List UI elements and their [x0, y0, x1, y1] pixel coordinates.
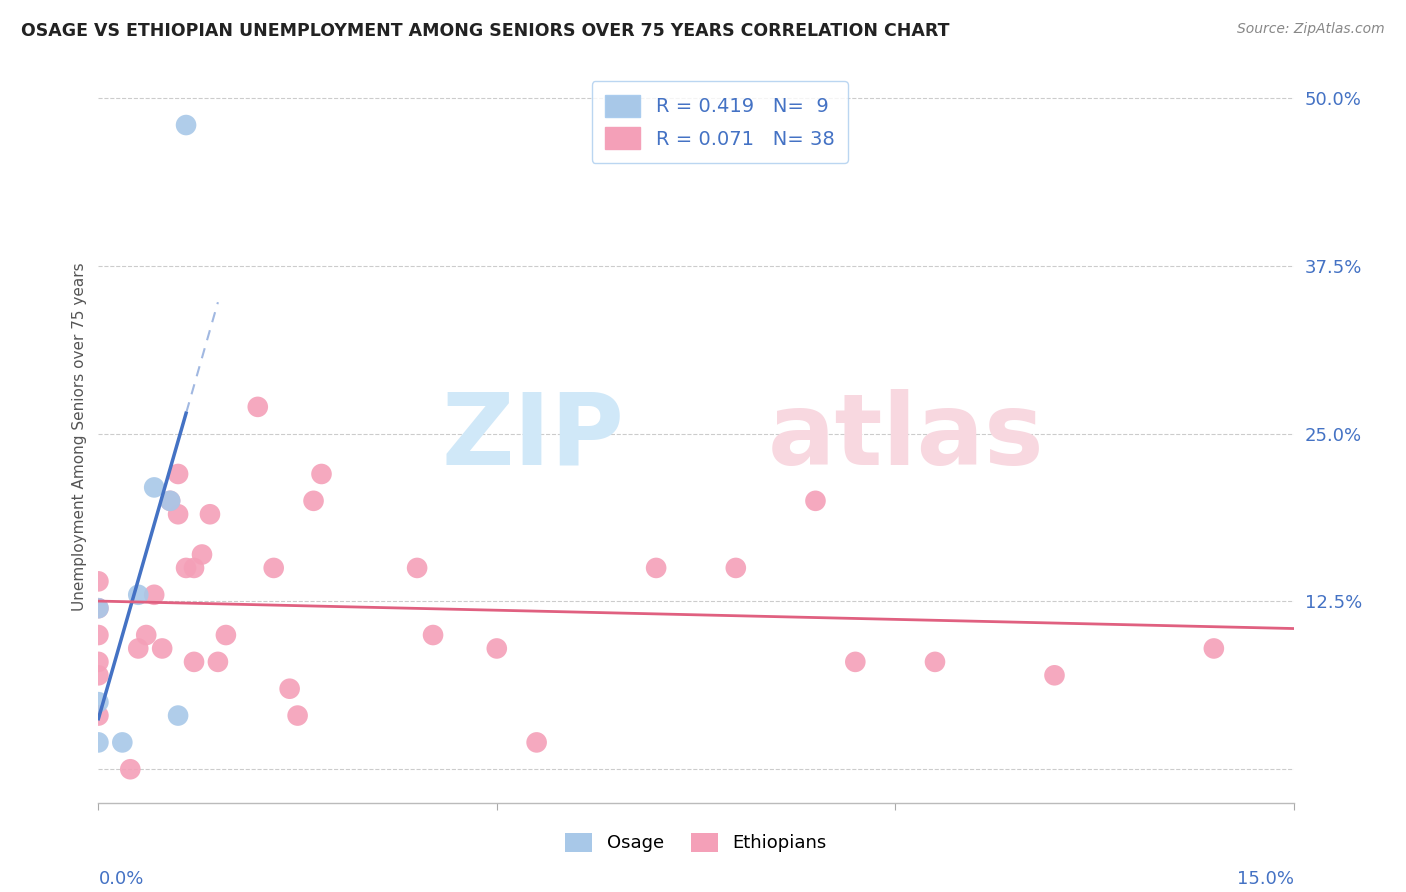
Point — [804, 493, 827, 508]
Point — [174, 118, 197, 132]
Point — [174, 561, 197, 575]
Point — [127, 588, 149, 602]
Point — [167, 508, 190, 522]
Point — [302, 493, 325, 508]
Point — [207, 655, 229, 669]
Point — [87, 708, 110, 723]
Point — [1043, 668, 1066, 682]
Point — [87, 574, 110, 589]
Point — [485, 641, 508, 656]
Point — [87, 655, 110, 669]
Point — [135, 628, 157, 642]
Y-axis label: Unemployment Among Seniors over 75 years: Unemployment Among Seniors over 75 years — [72, 263, 87, 611]
Point — [924, 655, 946, 669]
Point — [422, 628, 444, 642]
Point — [87, 628, 110, 642]
Point — [143, 480, 166, 494]
Point — [406, 561, 429, 575]
Point — [111, 735, 134, 749]
Point — [263, 561, 285, 575]
Point — [191, 548, 214, 562]
Point — [150, 641, 173, 656]
Point — [287, 708, 309, 723]
Point — [278, 681, 301, 696]
Point — [143, 588, 166, 602]
Point — [215, 628, 238, 642]
Point — [87, 668, 110, 682]
Point — [198, 508, 221, 522]
Point — [127, 641, 149, 656]
Point — [844, 655, 866, 669]
Point — [120, 762, 142, 776]
Point — [246, 400, 269, 414]
Text: 0.0%: 0.0% — [98, 870, 143, 888]
Text: 15.0%: 15.0% — [1236, 870, 1294, 888]
Point — [1202, 641, 1225, 656]
Point — [87, 695, 110, 709]
Point — [87, 601, 110, 615]
Text: Source: ZipAtlas.com: Source: ZipAtlas.com — [1237, 22, 1385, 37]
Point — [526, 735, 548, 749]
Point — [183, 655, 205, 669]
Point — [167, 467, 190, 481]
Point — [724, 561, 747, 575]
Point — [87, 601, 110, 615]
Text: ZIP: ZIP — [441, 389, 624, 485]
Point — [311, 467, 333, 481]
Point — [159, 493, 181, 508]
Legend: Osage, Ethiopians: Osage, Ethiopians — [558, 826, 834, 860]
Point — [159, 493, 181, 508]
Point — [183, 561, 205, 575]
Text: OSAGE VS ETHIOPIAN UNEMPLOYMENT AMONG SENIORS OVER 75 YEARS CORRELATION CHART: OSAGE VS ETHIOPIAN UNEMPLOYMENT AMONG SE… — [21, 22, 949, 40]
Text: atlas: atlas — [768, 389, 1045, 485]
Point — [87, 735, 110, 749]
Point — [645, 561, 668, 575]
Point — [167, 708, 190, 723]
